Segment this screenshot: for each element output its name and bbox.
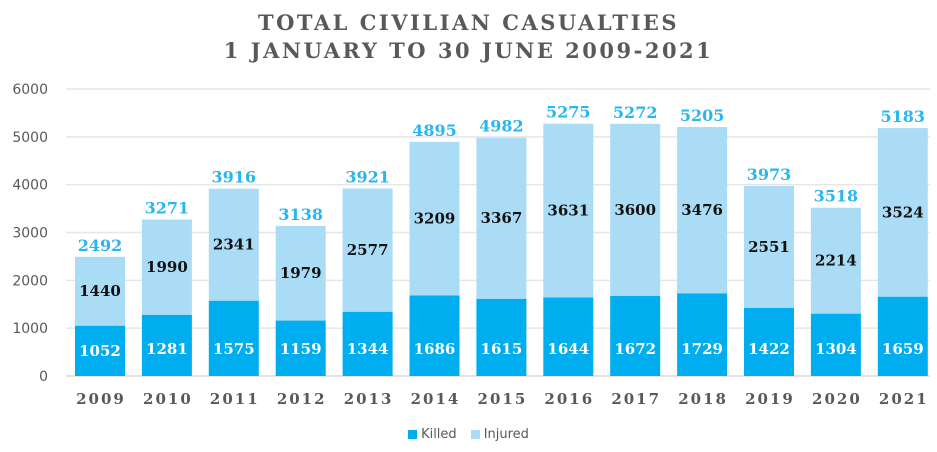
- total-label: 5205: [680, 106, 725, 125]
- bar-killed: [677, 293, 728, 376]
- total-label: 3921: [345, 167, 390, 186]
- x-tick-label: 2009: [76, 390, 126, 408]
- y-tick-label: 5000: [12, 130, 48, 146]
- bar-killed: [75, 325, 125, 376]
- bar-injured: [208, 188, 259, 301]
- injured-label: 3524: [882, 203, 924, 221]
- x-tick-label: 2015: [478, 390, 528, 408]
- x-tick-label: 2019: [745, 390, 795, 408]
- bar-killed: [275, 320, 326, 376]
- injured-label: 3209: [414, 210, 456, 228]
- legend-label-injured: Injured: [483, 427, 529, 442]
- killed-label: 1729: [681, 340, 723, 358]
- x-tick-label: 2020: [812, 390, 862, 408]
- injured-label: 3631: [547, 202, 589, 220]
- y-axis: 0 1000 2000 3000 4000 5000 6000: [12, 82, 48, 385]
- total-label: 3271: [145, 199, 190, 218]
- bar-injured: [744, 185, 794, 308]
- bar-injured: [610, 123, 661, 297]
- injured-label: 3600: [614, 201, 656, 219]
- bar-killed: [877, 296, 928, 376]
- y-tick-label: 2000: [12, 273, 48, 289]
- bar-injured: [275, 225, 326, 321]
- bar-killed: [141, 314, 192, 376]
- injured-label: 1990: [146, 258, 188, 276]
- bar-injured: [75, 256, 125, 326]
- total-label: 4895: [412, 121, 457, 140]
- bar-killed: [543, 297, 594, 376]
- killed-label: 1686: [414, 340, 456, 358]
- bar-killed: [476, 298, 527, 376]
- killed-label: 1159: [280, 340, 322, 358]
- x-tick-label: 2018: [678, 390, 728, 408]
- total-label: 5272: [613, 103, 658, 122]
- injured-label: 1440: [79, 282, 121, 300]
- y-tick-label: 0: [39, 369, 48, 385]
- killed-label: 1422: [748, 340, 790, 358]
- legend-swatch-killed: [408, 430, 418, 439]
- bar-injured: [141, 219, 192, 315]
- killed-label: 1052: [79, 342, 121, 360]
- bar-injured: [810, 207, 861, 314]
- total-label: 5275: [546, 103, 591, 122]
- y-tick-label: 1000: [12, 321, 48, 337]
- bar-injured: [409, 141, 460, 296]
- bar-killed: [744, 307, 794, 376]
- killed-label: 1672: [614, 340, 656, 358]
- x-tick-label: 2014: [411, 390, 461, 408]
- bar-killed: [409, 295, 460, 376]
- bars: [75, 123, 928, 376]
- x-tick-label: 2011: [210, 390, 260, 408]
- total-label: 2492: [78, 236, 123, 255]
- total-label: 3973: [747, 165, 792, 184]
- bar-injured: [877, 128, 928, 297]
- total-label: 3916: [212, 168, 257, 187]
- injured-label: 2341: [213, 236, 255, 254]
- x-tick-label: 2010: [143, 390, 193, 408]
- legend: Killed Injured: [0, 427, 937, 442]
- killed-label: 1281: [146, 340, 188, 358]
- bar-injured: [677, 127, 728, 294]
- injured-label: 2214: [815, 252, 857, 270]
- killed-label: 1644: [547, 340, 589, 358]
- total-label: 5183: [881, 107, 926, 126]
- legend-item-killed[interactable]: Killed: [408, 427, 457, 442]
- bar-killed: [810, 313, 861, 376]
- injured-label: 2577: [347, 241, 389, 259]
- x-tick-label: 2016: [544, 390, 594, 408]
- killed-label: 1659: [882, 340, 924, 358]
- bar-killed: [610, 296, 661, 376]
- injured-label: 3476: [681, 201, 723, 219]
- x-tick-label: 2017: [611, 390, 661, 408]
- chart-title: TOTAL CIVILIAN CASUALTIES: [257, 10, 680, 35]
- injured-label: 2551: [748, 238, 790, 256]
- y-tick-label: 6000: [12, 82, 48, 98]
- killed-label: 1615: [481, 340, 523, 358]
- chart-subtitle: 1 JANUARY TO 30 JUNE 2009-2021: [223, 38, 714, 63]
- y-tick-label: 4000: [12, 178, 48, 194]
- injured-label: 1979: [280, 264, 322, 282]
- killed-label: 1304: [815, 340, 857, 358]
- bar-injured: [543, 123, 594, 298]
- bar-injured: [342, 188, 393, 312]
- total-label: 3138: [278, 205, 323, 224]
- y-tick-label: 3000: [12, 226, 48, 242]
- bar-killed: [342, 311, 393, 376]
- bar-injured: [476, 137, 527, 299]
- killed-label: 1344: [347, 340, 389, 358]
- total-label: 3518: [814, 187, 859, 206]
- x-axis: 2009 2010 2011 2012 2013 2014 2015 2016 2017 2018…: [76, 390, 929, 408]
- legend-item-injured[interactable]: Injured: [470, 427, 529, 442]
- x-tick-label: 2013: [344, 390, 394, 408]
- killed-label: 1575: [213, 340, 255, 358]
- total-label: 4982: [479, 117, 524, 136]
- injured-label: 3367: [481, 209, 523, 227]
- legend-swatch-injured: [470, 430, 480, 439]
- x-tick-label: 2021: [879, 390, 929, 408]
- data-labels: 2492 1440 1052 3271 1990 1281 3916 2341 1575 3138…: [78, 103, 925, 360]
- legend-label-killed: Killed: [421, 427, 457, 442]
- x-tick-label: 2012: [277, 390, 327, 408]
- bar-killed: [208, 300, 259, 376]
